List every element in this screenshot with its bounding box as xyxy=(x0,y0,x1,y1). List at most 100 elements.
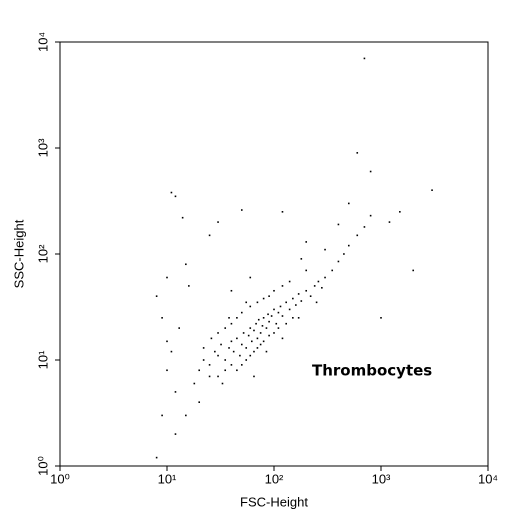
point xyxy=(268,334,270,337)
point xyxy=(253,350,255,353)
point xyxy=(331,269,334,272)
point xyxy=(232,350,235,353)
point xyxy=(273,308,275,311)
point xyxy=(221,382,224,385)
point xyxy=(230,340,233,343)
point xyxy=(275,322,278,325)
point xyxy=(265,350,268,353)
x-tick-label: 10⁰ xyxy=(50,471,70,486)
point xyxy=(224,369,227,372)
point xyxy=(188,285,190,287)
point xyxy=(208,375,211,378)
point xyxy=(268,295,270,297)
point xyxy=(202,359,205,361)
point xyxy=(220,343,222,346)
point xyxy=(208,234,211,237)
x-axis-title: FSC-Height xyxy=(240,494,308,509)
point xyxy=(356,234,359,237)
point xyxy=(288,280,291,283)
point xyxy=(279,305,282,308)
point xyxy=(230,322,233,325)
point xyxy=(155,456,158,459)
point xyxy=(245,301,248,304)
annotation: Thrombocytes xyxy=(312,362,432,380)
point xyxy=(363,226,366,228)
point xyxy=(236,337,238,340)
point xyxy=(277,327,280,329)
y-tick-label: 10¹ xyxy=(35,350,50,369)
point xyxy=(217,354,219,357)
point xyxy=(255,322,257,325)
point xyxy=(249,327,252,329)
point xyxy=(210,337,213,340)
point xyxy=(240,209,243,211)
point xyxy=(181,216,184,219)
point xyxy=(265,327,268,329)
y-tick-label: 10⁰ xyxy=(35,456,50,476)
point xyxy=(256,301,259,304)
point xyxy=(297,293,300,295)
point xyxy=(281,285,284,287)
point xyxy=(380,317,382,319)
x-tick-label: 10⁴ xyxy=(478,471,498,486)
point xyxy=(257,318,260,321)
point xyxy=(324,276,326,279)
point xyxy=(399,211,401,213)
point xyxy=(174,391,177,393)
point xyxy=(259,343,262,346)
point xyxy=(250,340,253,343)
point xyxy=(313,285,316,287)
point xyxy=(185,263,187,266)
point xyxy=(281,337,284,340)
point xyxy=(292,317,294,319)
point xyxy=(270,315,273,317)
point xyxy=(245,347,248,349)
point xyxy=(292,297,294,300)
point xyxy=(228,347,230,349)
point xyxy=(288,308,291,311)
x-tick-label: 10³ xyxy=(372,471,391,486)
point xyxy=(388,221,391,223)
point xyxy=(281,315,284,317)
point xyxy=(253,329,255,332)
point xyxy=(242,332,245,334)
point xyxy=(224,359,227,361)
y-tick-label: 10² xyxy=(35,244,50,263)
point xyxy=(277,311,280,314)
point xyxy=(174,195,177,198)
point xyxy=(256,347,259,349)
point xyxy=(337,260,340,263)
plot-frame xyxy=(59,41,489,467)
point xyxy=(347,244,350,247)
point xyxy=(193,382,196,385)
point xyxy=(297,317,300,319)
point xyxy=(249,276,252,279)
point xyxy=(273,332,275,334)
point xyxy=(259,332,262,334)
point xyxy=(261,325,264,327)
point xyxy=(256,337,259,340)
y-tick-label: 10³ xyxy=(35,138,50,157)
point xyxy=(202,347,205,349)
point xyxy=(369,214,372,217)
point xyxy=(230,364,233,366)
point xyxy=(324,248,326,251)
point xyxy=(281,211,284,213)
point xyxy=(253,375,255,378)
point xyxy=(214,350,216,353)
point xyxy=(273,289,275,292)
point xyxy=(230,289,233,292)
point xyxy=(224,327,227,329)
point xyxy=(309,295,312,297)
point xyxy=(170,350,173,353)
point xyxy=(337,223,340,226)
point xyxy=(161,317,163,319)
point xyxy=(285,322,287,325)
point xyxy=(347,202,350,205)
point xyxy=(217,221,219,223)
point xyxy=(315,301,318,304)
point xyxy=(178,327,180,329)
point xyxy=(305,241,308,243)
point xyxy=(343,253,345,255)
